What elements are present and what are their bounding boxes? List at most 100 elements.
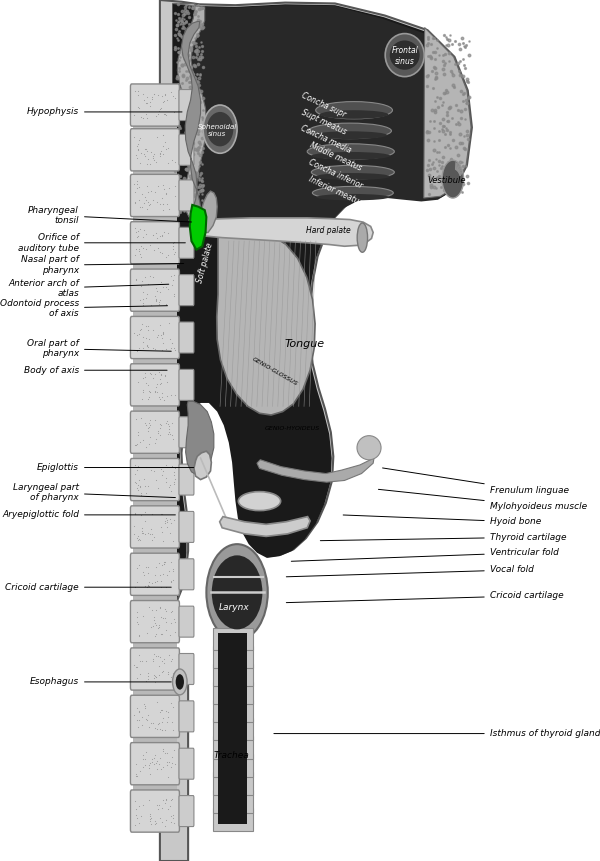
- Point: [150, 816, 160, 830]
- Point: [162, 414, 172, 428]
- Point: [152, 331, 162, 344]
- Point: [168, 666, 178, 680]
- Point: [151, 381, 160, 394]
- Point: [156, 368, 166, 381]
- Point: [155, 600, 164, 614]
- Text: Laryngeal part
of pharynx: Laryngeal part of pharynx: [13, 483, 175, 502]
- Point: [142, 90, 151, 104]
- FancyBboxPatch shape: [130, 742, 179, 785]
- FancyBboxPatch shape: [179, 180, 194, 211]
- Point: [152, 649, 161, 663]
- Point: [163, 156, 173, 170]
- FancyBboxPatch shape: [130, 647, 179, 691]
- Point: [131, 225, 140, 238]
- Point: [143, 421, 152, 435]
- Point: [159, 225, 169, 238]
- Point: [140, 370, 150, 384]
- Point: [134, 816, 144, 830]
- Point: [139, 697, 149, 711]
- Point: [150, 575, 160, 589]
- Point: [160, 108, 170, 121]
- Point: [171, 671, 181, 684]
- Point: [155, 294, 165, 307]
- Point: [135, 480, 145, 493]
- Point: [155, 146, 164, 160]
- Point: [166, 478, 175, 492]
- Point: [149, 757, 158, 771]
- Point: [158, 534, 167, 548]
- Point: [145, 813, 155, 827]
- Point: [166, 484, 176, 498]
- Point: [166, 526, 175, 540]
- Point: [157, 387, 167, 400]
- Point: [161, 511, 170, 524]
- Point: [134, 704, 143, 718]
- Point: [134, 102, 143, 115]
- Point: [154, 620, 163, 634]
- Point: [159, 95, 169, 108]
- Point: [161, 819, 170, 833]
- Point: [160, 557, 169, 571]
- Point: [155, 147, 164, 161]
- FancyBboxPatch shape: [179, 464, 194, 495]
- Point: [161, 188, 171, 201]
- Point: [153, 648, 163, 662]
- Point: [170, 615, 180, 629]
- Text: Ventricular fold: Ventricular fold: [291, 548, 559, 561]
- Point: [157, 723, 167, 737]
- Bar: [133, 782, 177, 792]
- Point: [161, 623, 171, 636]
- Point: [132, 177, 142, 190]
- Point: [139, 609, 148, 623]
- Point: [154, 668, 163, 682]
- Text: Oral part of
pharynx: Oral part of pharynx: [27, 339, 171, 358]
- Point: [142, 108, 151, 121]
- Text: Orifice of
auditory tube: Orifice of auditory tube: [18, 233, 185, 252]
- Point: [169, 475, 179, 489]
- Point: [167, 756, 176, 770]
- Point: [162, 715, 172, 728]
- Text: Odontoid process
of axis: Odontoid process of axis: [0, 299, 167, 318]
- Point: [142, 287, 152, 300]
- Point: [163, 802, 173, 816]
- Point: [161, 458, 170, 472]
- Point: [167, 652, 176, 666]
- Point: [161, 580, 171, 594]
- Point: [152, 385, 161, 399]
- Bar: [133, 214, 177, 225]
- Point: [136, 293, 145, 307]
- Point: [137, 187, 146, 201]
- Point: [136, 280, 146, 294]
- Point: [139, 241, 148, 255]
- Point: [145, 527, 155, 541]
- Point: [169, 247, 178, 261]
- Point: [149, 464, 159, 478]
- Point: [138, 335, 148, 349]
- Point: [156, 418, 166, 432]
- Point: [143, 185, 152, 199]
- Point: [151, 756, 161, 770]
- Point: [170, 625, 180, 639]
- Ellipse shape: [320, 110, 388, 119]
- Polygon shape: [190, 205, 206, 250]
- Point: [140, 759, 149, 772]
- Bar: [133, 356, 177, 367]
- Point: [133, 721, 143, 734]
- Point: [154, 660, 164, 673]
- Bar: [213, 790, 253, 813]
- Point: [142, 418, 151, 432]
- Point: [149, 153, 158, 167]
- Point: [158, 128, 168, 142]
- Point: [164, 417, 173, 430]
- Bar: [133, 546, 177, 556]
- Point: [137, 251, 146, 264]
- Point: [158, 178, 168, 192]
- Point: [133, 229, 143, 243]
- Point: [131, 660, 141, 674]
- Point: [146, 811, 156, 825]
- Point: [146, 463, 156, 477]
- Ellipse shape: [357, 223, 368, 252]
- Point: [168, 90, 178, 103]
- Point: [137, 275, 147, 288]
- Point: [159, 557, 169, 571]
